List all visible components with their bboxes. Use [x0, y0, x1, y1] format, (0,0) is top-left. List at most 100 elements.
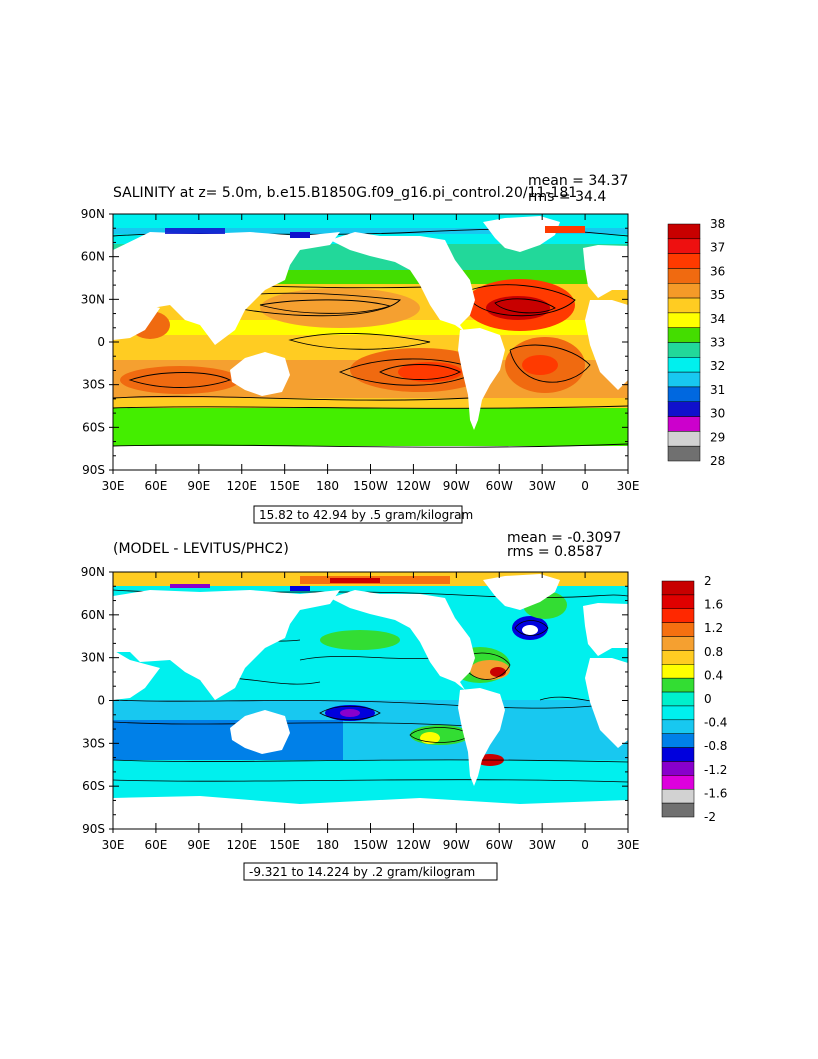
colorbar-swatch — [667, 283, 701, 299]
colorbar-label: -0.8 — [704, 739, 727, 753]
colorbar-label: 1.6 — [704, 598, 723, 612]
colorbar-swatch — [661, 705, 695, 721]
lon-tick-label: 120E — [227, 838, 258, 852]
panel-difference: (MODEL - LEVITUS/PHC2) mean = -0.3097 rm… — [81, 530, 727, 881]
colorbar-swatch — [661, 802, 695, 818]
colorbar-label: -2 — [704, 810, 716, 824]
lat-tick-label: 90N — [81, 207, 105, 221]
lat-tick-label: 60S — [82, 779, 105, 793]
lon-tick-label: 30W — [529, 838, 556, 852]
colorbar-swatch — [661, 691, 695, 707]
lon-tick-label: 120W — [396, 479, 431, 493]
australia-land — [230, 352, 290, 396]
colorbar-label: 31 — [710, 383, 725, 397]
lon-tick-label: 30W — [529, 479, 556, 493]
lon-tick-label: 90W — [443, 479, 470, 493]
colorbar-label: 0.4 — [704, 668, 723, 682]
colorbar-swatch — [661, 788, 695, 804]
lat-axis: 90N 60N 30N 0 30S 60S 90S — [81, 565, 628, 836]
lon-tick-label: 0 — [581, 838, 589, 852]
colorbar-label: 37 — [710, 241, 725, 255]
colorbar-swatch — [667, 357, 701, 373]
panel-title: (MODEL - LEVITUS/PHC2) — [113, 541, 289, 557]
difference-map — [113, 572, 628, 829]
lat-tick-label: 90S — [82, 463, 105, 477]
lat-tick-label: 30N — [81, 651, 105, 665]
lat-tick-label: 30N — [81, 292, 105, 306]
mean-label: mean = -0.3097 — [507, 530, 621, 546]
greenland-land — [483, 216, 560, 252]
colorbar-swatch — [667, 342, 701, 358]
colorbar-swatch — [667, 445, 701, 462]
colorbar-swatch — [661, 664, 695, 679]
lon-tick-label: 180 — [316, 479, 339, 493]
land-mask — [113, 574, 628, 829]
colorbar-swatch — [661, 677, 695, 693]
colorbar-swatch — [661, 733, 695, 748]
lat-tick-label: 30S — [82, 736, 105, 750]
colorbar-swatch — [661, 594, 695, 610]
lon-axis: 30E 60E 90E 120E 150E 180 150W 120W 90W 60W 30W 0 30… — [102, 572, 639, 852]
lon-tick-label: 150E — [269, 479, 300, 493]
southern-ocean-band — [113, 408, 628, 446]
contour-range-label: 15.82 to 42.94 by .5 gram/kilogram — [259, 508, 473, 522]
colorbar-label: 0.8 — [704, 645, 723, 659]
colorbar-swatch — [667, 371, 701, 388]
lon-tick-label: 30E — [102, 479, 125, 493]
lon-tick-label: 90E — [187, 838, 210, 852]
colorbar-label: 30 — [710, 407, 725, 421]
colorbar: 38 37 36 35 34 33 32 31 30 29 28 — [667, 217, 725, 468]
lon-tick-label: 60E — [144, 479, 167, 493]
colorbar-label: 29 — [710, 430, 725, 444]
colorbar-swatch — [667, 238, 701, 254]
lat-tick-label: 0 — [97, 335, 105, 349]
colorbar-swatch — [667, 268, 701, 284]
colorbar-label: 0 — [704, 692, 712, 706]
colorbar-swatch — [661, 580, 695, 596]
colorbar-swatch — [667, 416, 701, 432]
colorbar-swatch — [661, 650, 695, 665]
contour-range-label: -9.321 to 14.224 by .2 gram/kilogram — [249, 865, 475, 879]
colorbar-swatch — [667, 386, 701, 402]
colorbar-label: 36 — [710, 264, 725, 278]
colorbar-label: 1.2 — [704, 621, 723, 635]
colorbar-swatch — [667, 312, 701, 328]
lon-tick-label: 30E — [102, 838, 125, 852]
europe-land — [583, 245, 628, 298]
colorbar-label: -0.4 — [704, 716, 727, 730]
lon-tick-label: 120E — [227, 479, 258, 493]
colorbar-swatch — [667, 297, 701, 314]
panel-title: SALINITY at z= 5.0m, b.e15.B1850G.f09_g1… — [113, 185, 577, 201]
lon-tick-label: 150E — [269, 838, 300, 852]
colorbar-label: 33 — [710, 336, 725, 350]
lat-tick-label: 0 — [97, 694, 105, 708]
mean-label: mean = 34.37 — [528, 173, 628, 189]
lat-tick-label: 60N — [81, 250, 105, 264]
lat-tick-label: 60S — [82, 420, 105, 434]
lon-tick-label: 60E — [144, 838, 167, 852]
panel-salinity: SALINITY at z= 5.0m, b.e15.B1850G.f09_g1… — [81, 173, 725, 524]
colorbar-swatch — [667, 223, 701, 240]
north-america-land — [330, 232, 475, 332]
colorbar-label: -1.2 — [704, 763, 727, 777]
lon-tick-label: 150W — [353, 479, 388, 493]
colorbar-swatch — [667, 327, 701, 343]
lon-axis: 30E 60E 90E 120E 150E 180 150W 120W 90W 60W 30W 0 30… — [102, 214, 639, 493]
africa-land-east — [585, 300, 628, 390]
lon-tick-label: 60W — [486, 479, 513, 493]
colorbar-label: 32 — [710, 359, 725, 373]
colorbar-label: 28 — [710, 454, 725, 468]
lat-tick-label: 90N — [81, 565, 105, 579]
lat-tick-label: 90S — [82, 822, 105, 836]
colorbar-label: 35 — [710, 288, 725, 302]
colorbar: 2 1.6 1.2 0.8 0.4 0 -0.4 -0.8 -1.2 -1.6 -2 — [661, 574, 727, 824]
colorbar-swatch — [661, 761, 695, 776]
lon-tick-label: 120W — [396, 838, 431, 852]
colorbar-swatch — [667, 253, 701, 269]
land-mask — [113, 216, 628, 470]
colorbar-swatch — [661, 636, 695, 651]
lon-tick-label: 90E — [187, 479, 210, 493]
colorbar-swatch — [661, 608, 695, 623]
colorbar-label: 38 — [710, 217, 725, 231]
